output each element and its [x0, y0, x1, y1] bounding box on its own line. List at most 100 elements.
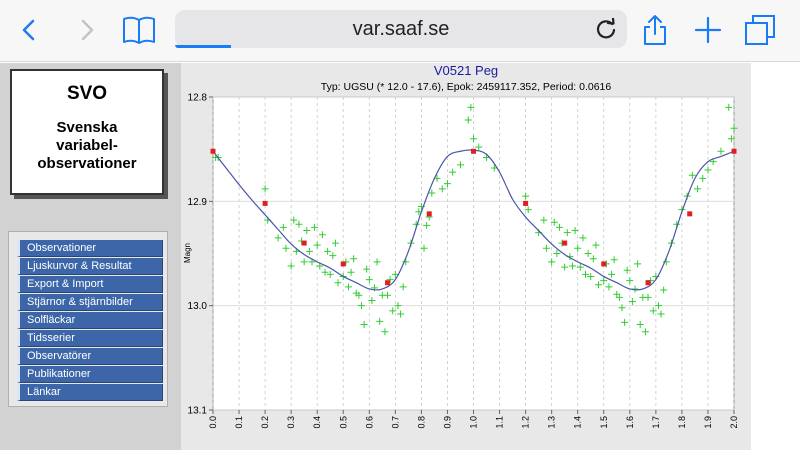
observation-point: [587, 272, 595, 280]
observation-point: [381, 328, 389, 336]
bin-mean-point: [426, 211, 432, 217]
menu-item-tidsserier[interactable]: Tidsserier: [17, 330, 163, 347]
logo-subtitle: Svenska variabel- observationer: [12, 119, 162, 173]
observation-point: [311, 223, 319, 231]
bin-mean-point: [645, 280, 651, 286]
bin-mean-point: [562, 240, 568, 246]
observation-point: [279, 223, 287, 231]
bin-mean-point: [601, 261, 607, 267]
x-tick-label: 0.0: [208, 416, 218, 429]
observation-point: [592, 241, 600, 249]
observation-point: [628, 297, 636, 305]
observation-point: [568, 262, 576, 270]
observation-point: [579, 234, 587, 242]
back-icon[interactable]: [12, 12, 48, 48]
x-tick-label: 0.8: [416, 416, 426, 429]
svo-logo[interactable]: SVO Svenska variabel- observationer: [10, 69, 164, 195]
observation-point: [384, 291, 392, 299]
observation-point: [368, 296, 376, 304]
observation-point: [357, 302, 365, 310]
observation-point: [649, 307, 657, 315]
observation-point: [623, 266, 631, 274]
x-tick-label: 1.7: [651, 416, 661, 429]
main-menu: Observationer Ljuskurvor & Resultat Expo…: [8, 231, 168, 407]
y-tick-label: 12.9: [188, 197, 208, 208]
y-tick-label: 13.1: [188, 406, 208, 417]
menu-item-observatorer[interactable]: Observatörer: [17, 348, 163, 365]
menu-item-publikationer[interactable]: Publikationer: [17, 366, 163, 383]
x-tick-label: 0.1: [234, 416, 244, 429]
observation-point: [589, 255, 597, 263]
observation-point: [522, 192, 530, 200]
forward-icon[interactable]: [68, 12, 104, 48]
observation-point: [373, 258, 381, 266]
observation-point: [699, 174, 707, 182]
observation-point: [274, 234, 282, 242]
menu-item-solflackar[interactable]: Solfläckar: [17, 312, 163, 329]
x-tick-label: 0.7: [390, 416, 400, 429]
x-tick-label: 1.3: [547, 416, 557, 429]
observation-point: [303, 227, 311, 235]
browser-toolbar: var.saaf.se: [0, 0, 800, 62]
chart-title: V0521 Peg: [434, 63, 498, 78]
new-tab-icon[interactable]: [690, 12, 726, 48]
observation-point: [730, 124, 738, 132]
observation-point: [456, 161, 464, 169]
observation-point: [443, 180, 451, 188]
share-icon[interactable]: [637, 12, 673, 48]
page-content: SVO Svenska variabel- observationer Obse…: [0, 63, 800, 450]
observation-point: [717, 147, 725, 155]
observation-point: [467, 103, 475, 111]
observation-point: [626, 277, 634, 285]
observation-point: [331, 239, 339, 247]
reload-icon[interactable]: [595, 17, 617, 40]
bookmarks-icon[interactable]: [121, 12, 157, 48]
address-bar[interactable]: var.saaf.se: [175, 10, 627, 48]
url-text: var.saaf.se: [352, 18, 450, 40]
y-axis-label: Magn: [183, 243, 192, 263]
observation-point: [334, 279, 342, 287]
bin-mean-point: [262, 200, 268, 206]
observation-point: [300, 258, 308, 266]
observation-point: [386, 276, 394, 284]
observation-point: [694, 185, 702, 193]
x-tick-label: 1.5: [599, 416, 609, 429]
observation-point: [313, 241, 321, 249]
observation-point: [305, 247, 313, 255]
observation-point: [347, 268, 355, 276]
menu-item-observationer[interactable]: Observationer: [17, 240, 163, 257]
bin-mean-point: [687, 211, 693, 217]
page-margin: [751, 63, 800, 450]
observation-point: [615, 293, 623, 301]
observation-point: [553, 250, 561, 257]
chart-subtitle: Typ: UGSU (* 12.0 - 17.6), Epok: 2459117…: [321, 81, 612, 93]
tabs-icon[interactable]: [742, 12, 778, 48]
menu-item-export-import[interactable]: Export & Import: [17, 276, 163, 293]
observation-point: [282, 244, 290, 252]
left-column: SVO Svenska variabel- observationer Obse…: [0, 63, 181, 450]
page-load-progress: [175, 45, 231, 48]
observation-point: [428, 189, 436, 197]
bin-mean-point: [210, 148, 216, 154]
observation-point: [704, 166, 712, 174]
y-tick-label: 12.8: [188, 93, 208, 104]
x-tick-label: 2.0: [729, 416, 739, 429]
observation-point: [540, 216, 548, 224]
observation-point: [329, 252, 337, 260]
menu-item-stjarnor[interactable]: Stjärnor & stjärnbilder: [17, 294, 163, 311]
observation-point: [391, 270, 399, 278]
observation-point: [582, 270, 590, 278]
observation-point: [574, 244, 582, 252]
observation-point: [621, 318, 629, 326]
observation-point: [555, 223, 563, 231]
observation-point: [321, 268, 329, 276]
menu-item-ljuskurvor[interactable]: Ljuskurvor & Resultat: [17, 258, 163, 275]
observation-point: [363, 265, 371, 273]
observation-point: [725, 103, 733, 111]
observation-point: [287, 262, 295, 270]
observation-point: [550, 218, 558, 226]
menu-item-lankar[interactable]: Länkar: [17, 384, 163, 401]
observation-point: [355, 291, 363, 299]
logo-subtitle-line: observationer: [37, 155, 137, 172]
observation-point: [524, 206, 532, 214]
